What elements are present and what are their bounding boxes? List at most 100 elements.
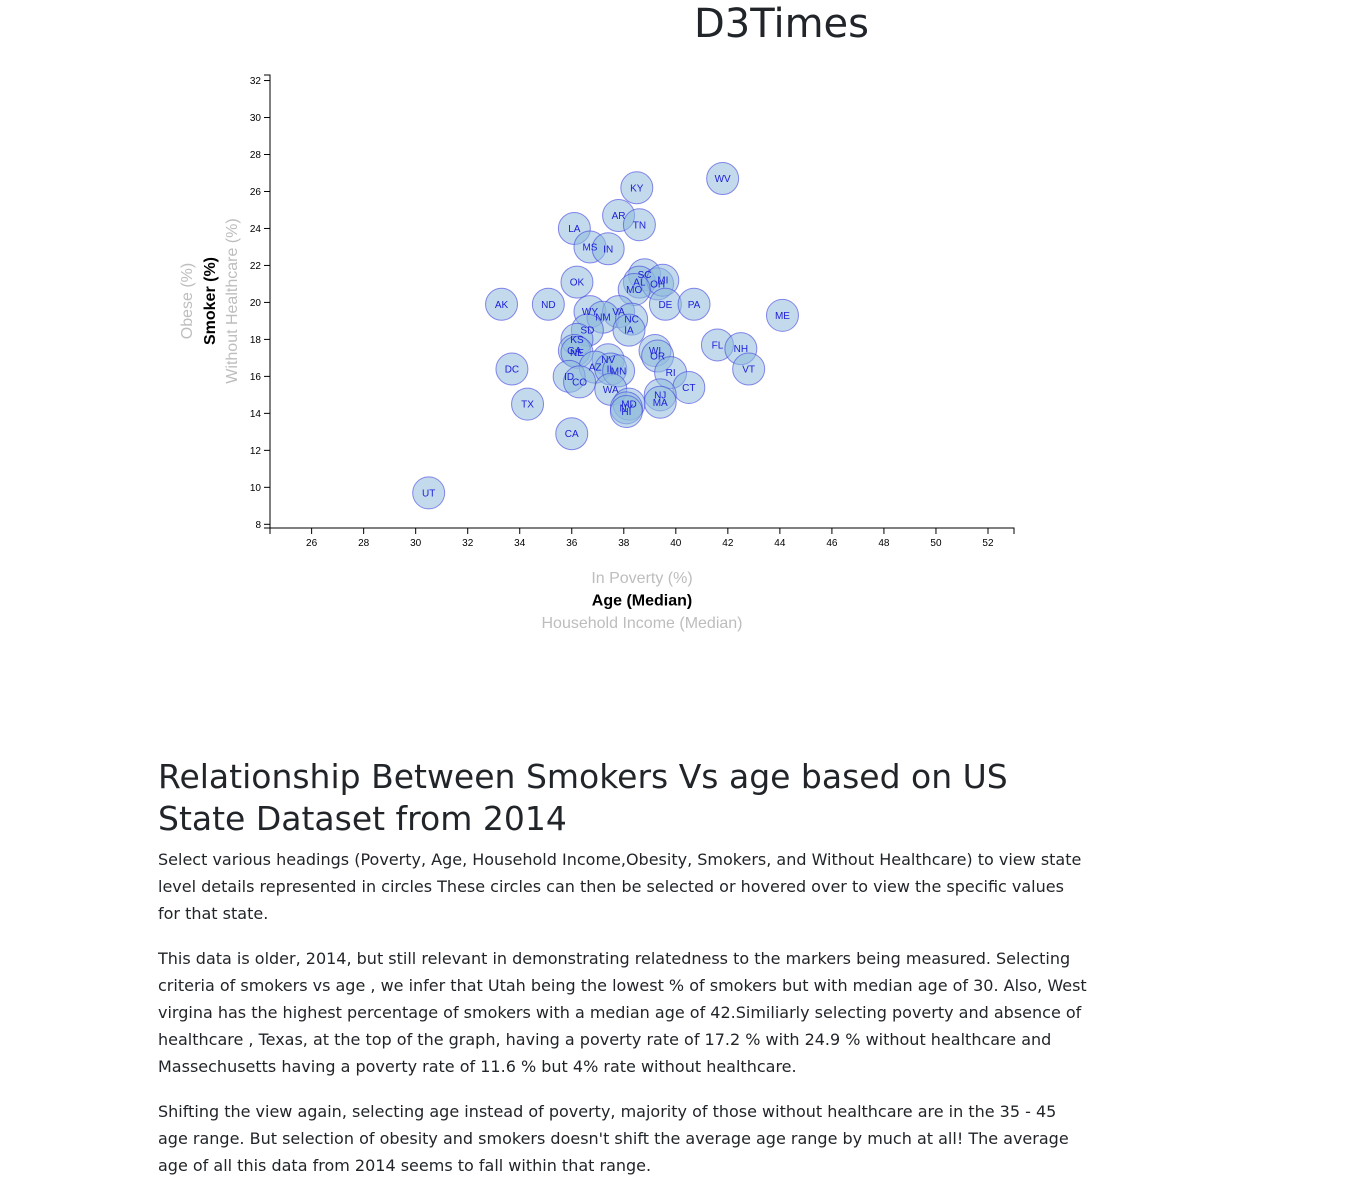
state-label-de: DE bbox=[658, 300, 672, 311]
y-tick-label: 10 bbox=[250, 483, 262, 494]
x-tick: 30 bbox=[410, 528, 422, 549]
state-circle-nd[interactable] bbox=[531, 287, 565, 321]
y-tick-label: 22 bbox=[250, 261, 262, 272]
state-label-wy: WY bbox=[582, 307, 598, 318]
y-axis-option-0[interactable]: Obese (%) bbox=[179, 263, 196, 339]
state-circle-ut[interactable] bbox=[412, 476, 446, 510]
state-circle-tn[interactable] bbox=[622, 208, 656, 242]
state-label-ne: NE bbox=[570, 348, 584, 359]
x-tick-label: 34 bbox=[514, 538, 526, 549]
state-circle-in[interactable] bbox=[591, 232, 625, 266]
state-circle-ok[interactable] bbox=[560, 265, 594, 299]
x-tick: 44 bbox=[774, 528, 786, 549]
state-label-ms: MS bbox=[582, 242, 597, 253]
y-tick-label: 26 bbox=[250, 187, 262, 198]
y-tick: 18 bbox=[250, 335, 270, 346]
article-paragraph-3: Shifting the view again, selecting age i… bbox=[158, 1102, 1069, 1175]
state-label-ut: UT bbox=[422, 488, 435, 499]
state-label-nv: NV bbox=[601, 355, 615, 366]
x-tick: 50 bbox=[930, 528, 942, 549]
page-title: D3Times bbox=[694, 1, 869, 47]
state-circle-tx[interactable] bbox=[511, 387, 545, 421]
x-tick: 46 bbox=[826, 528, 838, 549]
state-label-nd: ND bbox=[541, 300, 555, 311]
x-tick: 38 bbox=[618, 528, 630, 549]
y-axis-labels[interactable]: Obese (%) Smoker (%) Without Healthcare (%… bbox=[179, 218, 241, 383]
x-tick-label: 32 bbox=[462, 538, 474, 549]
x-axis-option-0[interactable]: In Poverty (%) bbox=[591, 570, 692, 587]
state-label-ar: AR bbox=[612, 211, 626, 222]
state-circle-ky[interactable] bbox=[620, 171, 654, 205]
y-axis: 8 10 12 14 16 18 20 22 24 26 28 30 32 bbox=[250, 74, 271, 531]
state-circle-me[interactable] bbox=[765, 298, 799, 332]
x-tick-label: 52 bbox=[982, 538, 994, 549]
y-tick-label: 18 bbox=[250, 335, 262, 346]
state-label-la: LA bbox=[568, 224, 581, 235]
state-label-ct: CT bbox=[682, 383, 695, 394]
x-axis-option-2[interactable]: Household Income (Median) bbox=[542, 615, 743, 632]
state-label-mn: MN bbox=[611, 366, 627, 377]
y-tick: 12 bbox=[250, 446, 270, 457]
y-axis-option-2[interactable]: Without Healthcare (%) bbox=[224, 218, 241, 383]
state-label-tx: TX bbox=[521, 400, 534, 411]
x-tick-label: 42 bbox=[722, 538, 734, 549]
x-axis-labels[interactable]: In Poverty (%) Age (Median) Household Inco… bbox=[542, 570, 743, 632]
state-label-vt: VT bbox=[742, 364, 755, 375]
state-label-me: ME bbox=[775, 311, 790, 322]
state-label-il: IL bbox=[607, 364, 616, 375]
state-label-pa: PA bbox=[688, 300, 701, 311]
state-label-ia: IA bbox=[624, 326, 634, 337]
state-circle-hi[interactable] bbox=[609, 395, 643, 429]
x-tick: 48 bbox=[878, 528, 890, 549]
x-axis: 26 28 30 32 34 36 38 40 42 44 46 48 50 52 bbox=[269, 527, 1015, 549]
y-tick: 16 bbox=[250, 372, 270, 383]
state-circle-pa[interactable] bbox=[677, 287, 711, 321]
article-paragraph-2: This data is older, 2014, but still rele… bbox=[158, 949, 1087, 1076]
x-tick: 40 bbox=[670, 528, 682, 549]
state-label-va: VA bbox=[612, 307, 625, 318]
x-tick: 52 bbox=[982, 528, 994, 549]
state-circle-ia[interactable] bbox=[612, 313, 646, 347]
scatter-chart: 26 28 30 32 34 36 38 40 42 44 46 48 50 52 8 10 12 14 16 18… bbox=[179, 74, 1015, 632]
x-axis-option-1[interactable]: Age (Median) bbox=[592, 593, 692, 610]
y-tick: 20 bbox=[250, 298, 270, 309]
y-axis-option-1[interactable]: Smoker (%) bbox=[202, 257, 219, 345]
state-label-ny: NY bbox=[619, 403, 633, 414]
x-tick-label: 36 bbox=[566, 538, 578, 549]
state-label-sc: SC bbox=[638, 270, 652, 281]
state-label-sd: SD bbox=[580, 326, 594, 337]
y-tick-label: 28 bbox=[250, 150, 262, 161]
article-heading: Relationship Between Smokers Vs age base… bbox=[158, 757, 1008, 838]
state-label-ca: CA bbox=[565, 429, 579, 440]
y-tick-label: 14 bbox=[250, 409, 262, 420]
state-label-or: OR bbox=[650, 352, 665, 363]
state-circle-dc[interactable] bbox=[495, 352, 529, 386]
state-label-co: CO bbox=[572, 377, 587, 388]
x-tick-label: 38 bbox=[618, 538, 630, 549]
state-label-ga: GA bbox=[567, 346, 582, 357]
state-label-wa: WA bbox=[603, 385, 619, 396]
state-label-nc: NC bbox=[624, 315, 638, 326]
state-circle-ak[interactable] bbox=[485, 287, 519, 321]
state-label-md: MD bbox=[621, 400, 637, 411]
y-tick-label: 8 bbox=[255, 520, 261, 531]
x-tick: 32 bbox=[462, 528, 474, 549]
x-tick: 28 bbox=[358, 528, 370, 549]
x-tick-label: 30 bbox=[410, 538, 422, 549]
y-tick: 26 bbox=[250, 187, 270, 198]
state-label-nh: NH bbox=[734, 344, 748, 355]
x-tick: 26 bbox=[306, 528, 318, 549]
y-tick-label: 32 bbox=[250, 76, 262, 87]
state-circle-wv[interactable] bbox=[706, 162, 740, 196]
state-circle-ca[interactable] bbox=[555, 417, 589, 451]
state-label-in: IN bbox=[603, 244, 613, 255]
state-label-ma: MA bbox=[653, 398, 668, 409]
state-label-mi: MI bbox=[657, 276, 668, 287]
x-tick: 36 bbox=[566, 528, 578, 549]
x-tick-label: 28 bbox=[358, 538, 370, 549]
state-circle-co[interactable] bbox=[563, 365, 597, 399]
x-tick-label: 48 bbox=[878, 538, 890, 549]
state-circle-vt[interactable] bbox=[732, 352, 766, 386]
y-tick: 28 bbox=[250, 150, 270, 161]
